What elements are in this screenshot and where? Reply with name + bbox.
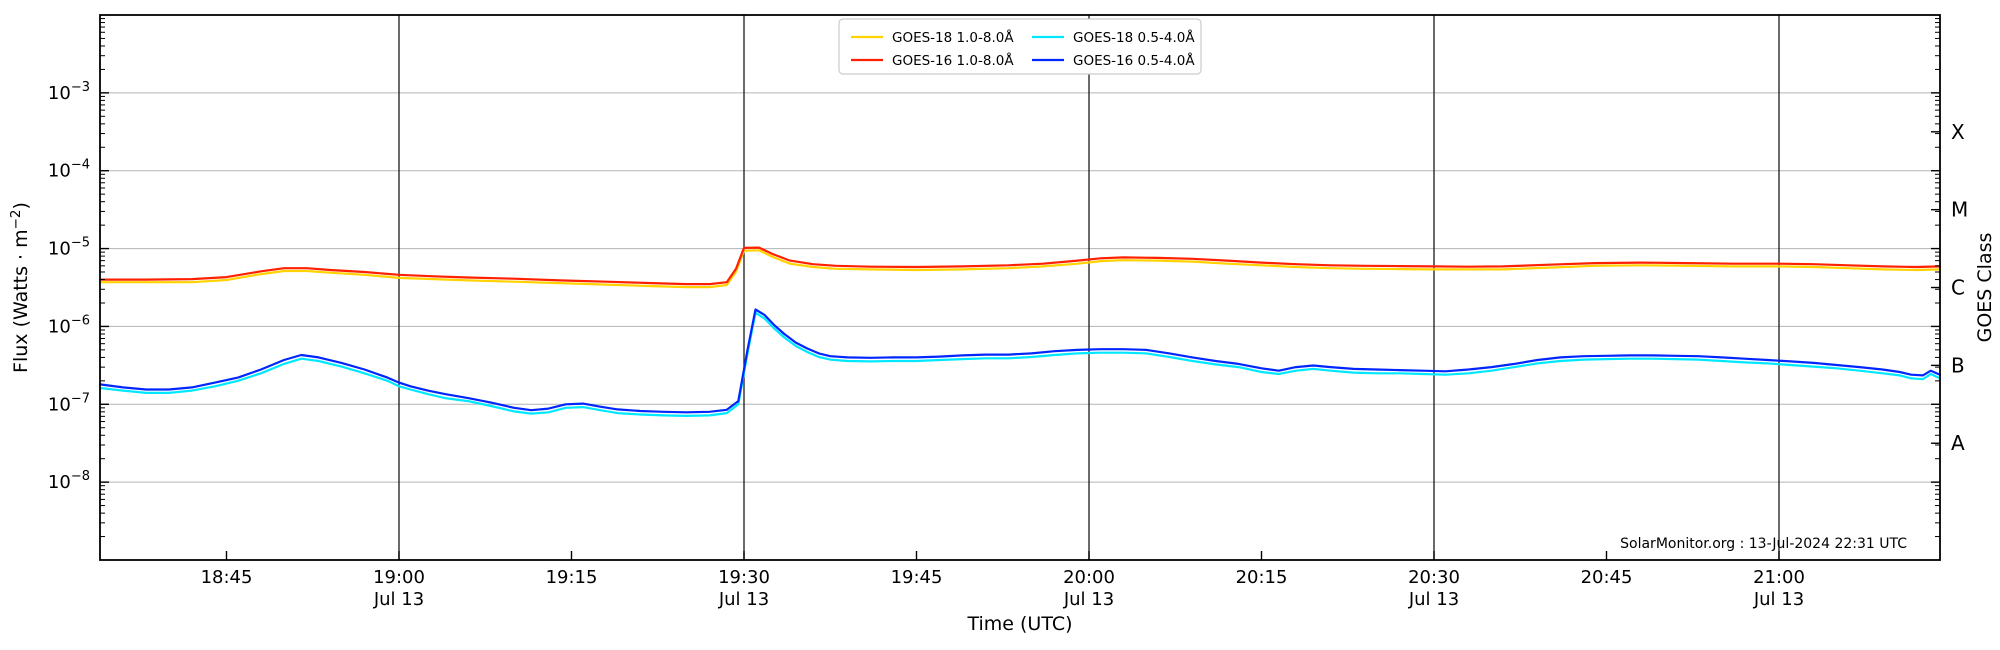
goes-class-letters: X M C B A (1951, 120, 1968, 455)
legend: GOES-18 1.0-8.0Å GOES-16 1.0-8.0Å GOES-18 … (838, 18, 1202, 75)
y-axis-title-left: Flux (Watts · m−2) (8, 202, 32, 373)
y-tick-label: 10−5 (48, 236, 90, 260)
series-line-goes-18-0.5-4.0- (98, 311, 1942, 417)
x-tick-label: 19:45 (891, 567, 943, 588)
horizontal-gridlines (100, 92, 1940, 483)
legend-box (838, 18, 1202, 75)
watermark-text: SolarMonitor.org : 13-Jul-2024 22:31 UTC (1620, 536, 1907, 552)
legend-label: GOES-18 1.0-8.0Å (892, 29, 1014, 46)
x-tick-label: 20:45 (1581, 567, 1633, 588)
goes-class-letter: A (1951, 431, 1965, 455)
x-tick-label: 19:30 (718, 567, 770, 588)
goes-class-letter: C (1951, 276, 1965, 300)
vertical-gridlines (398, 15, 1780, 560)
x-tick-date-label: Jul 13 (1063, 589, 1114, 610)
series-lines (98, 246, 1942, 417)
x-tick-label: 18:45 (201, 567, 253, 588)
y-tick-label: 10−3 (48, 80, 90, 104)
x-tick-label: 20:30 (1408, 567, 1460, 588)
x-tick-date-label: Jul 13 (373, 589, 424, 610)
goes-class-letter: M (1951, 198, 1968, 222)
y-axis-title-right: GOES Class (1974, 233, 1996, 343)
x-tick-label: 21:00 (1753, 567, 1805, 588)
y-tick-label: 10−7 (48, 391, 90, 415)
axis-ticks (100, 18, 1940, 560)
y-tick-label: 10−8 (48, 469, 90, 493)
series-line-goes-16-0.5-4.0- (98, 308, 1942, 414)
y-tick-label: 10−6 (48, 313, 90, 337)
x-tick-label: 19:00 (373, 567, 425, 588)
x-tick-label: 19:15 (546, 567, 598, 588)
legend-label: GOES-16 0.5-4.0Å (1073, 52, 1195, 69)
legend-label: GOES-16 1.0-8.0Å (892, 52, 1014, 69)
x-tick-date-label: Jul 13 (1408, 589, 1459, 610)
x-tick-label: 20:15 (1236, 567, 1288, 588)
x-axis-title: Time (UTC) (966, 613, 1072, 635)
series-line-goes-18-1.0-8.0- (98, 249, 1942, 289)
goes-class-letter: X (1951, 120, 1965, 144)
y-tick-label: 10−4 (48, 158, 90, 182)
y-tick-labels: 10−3 10−4 10−5 10−6 10−7 10−8 (48, 80, 90, 493)
goes-class-letter: B (1951, 353, 1965, 377)
x-tick-date-label: Jul 13 (718, 589, 769, 610)
x-tick-label: 20:00 (1063, 567, 1115, 588)
series-line-goes-16-1.0-8.0- (98, 246, 1942, 286)
legend-label: GOES-18 0.5-4.0Å (1073, 29, 1195, 46)
x-tick-date-label: Jul 13 (1753, 589, 1804, 610)
